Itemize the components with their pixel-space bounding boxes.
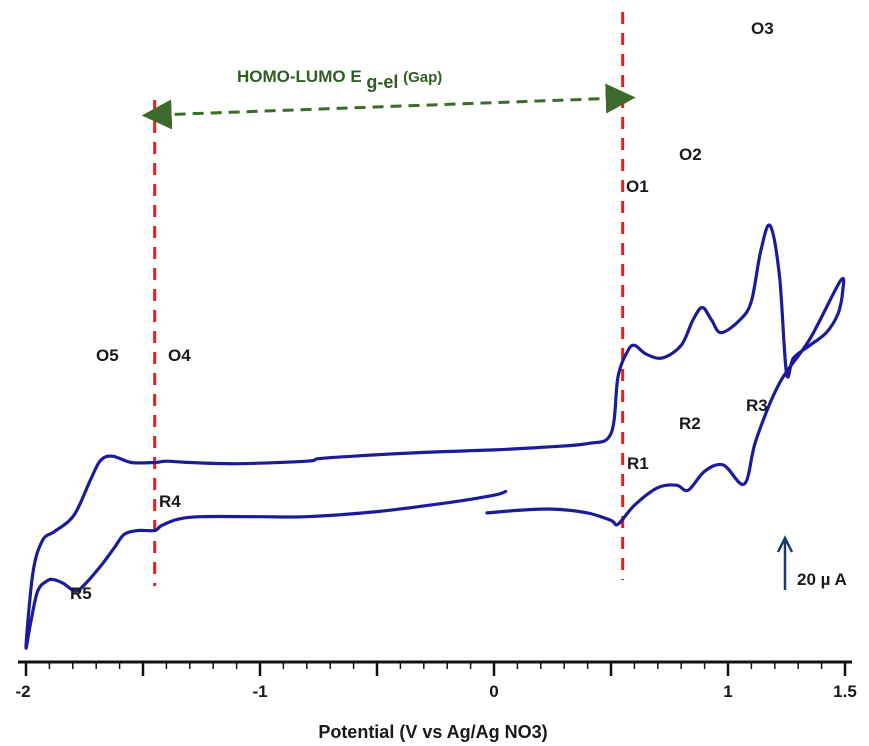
up-arrow-icon [776,535,794,590]
x-tick-label: 1 [723,682,732,701]
peak-label-o4: O4 [168,346,191,365]
peak-label-o5: O5 [96,346,119,365]
peak-label-r5: R5 [70,584,92,603]
peak-labels: O1 O2 O3 O4 O5 R1 R2 R3 R4 R5 [70,19,774,603]
gap-label-subscript: g-el [366,72,398,92]
peak-label-r3: R3 [746,396,768,415]
peak-label-o1: O1 [626,177,649,196]
x-axis-label: Potential (V vs Ag/Ag NO3) [318,722,547,742]
gap-annotation: HOMO-LUMO E g-el (Gap) [141,67,636,130]
peak-label-o3: O3 [751,19,774,38]
x-tick-label: -1 [252,682,267,701]
reference-lines [153,12,625,586]
gap-arrow [141,83,636,130]
peak-label-r4: R4 [159,492,181,511]
x-axis: -2 -1 0 1 1.5 [15,660,857,701]
gap-label-main: HOMO-LUMO E [237,67,362,86]
x-tick-label: -2 [15,682,30,701]
gap-label: HOMO-LUMO E g-el (Gap) [237,67,442,92]
scale-bar-label: 20 µ A [797,570,847,589]
peak-label-r1: R1 [627,454,649,473]
x-tick-label: 1.5 [833,682,857,701]
series-line [24,223,846,650]
gap-label-suffix: (Gap) [403,69,442,86]
x-tick-label: 0 [489,682,498,701]
scale-bar: 20 µ A [776,535,847,590]
peak-label-r2: R2 [679,414,701,433]
peak-label-o2: O2 [679,145,702,164]
